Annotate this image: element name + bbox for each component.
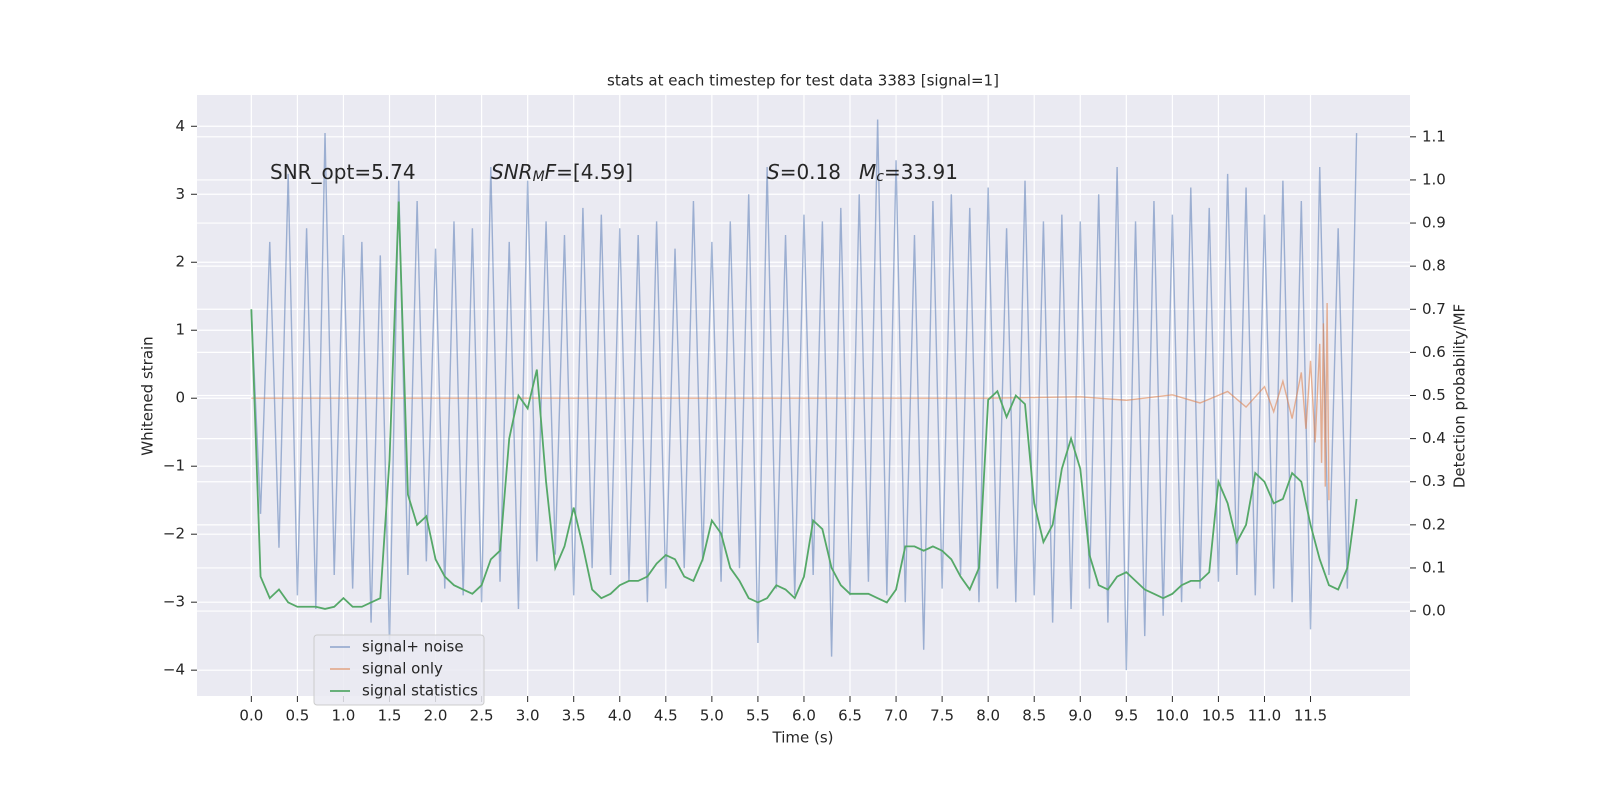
legend-label: signal statistics (362, 682, 478, 700)
legend-label: signal only (362, 660, 443, 678)
x-tick-label: 0.5 (285, 707, 309, 725)
x-tick-label: 3.0 (516, 707, 540, 725)
series-line (250, 201, 1358, 610)
annotation-part: =33.91 (884, 160, 958, 184)
x-tick-label: 8.5 (1022, 707, 1046, 725)
annotation-part: M (859, 160, 876, 184)
grid (197, 95, 1410, 696)
x-tick-label: 0.0 (239, 707, 263, 725)
y2-tick-label: 0.5 (1422, 386, 1446, 404)
annotation-part: =0.18 (780, 160, 841, 184)
annotation-part: SNR_opt=5.74 (270, 160, 416, 184)
y2-tick-label: 0.6 (1422, 343, 1446, 361)
x-tick-label: 3.5 (562, 707, 586, 725)
annotation: SNR_opt=5.74 (270, 160, 416, 184)
x-tick-label: 5.0 (700, 707, 724, 725)
x-tick-label: 4.0 (608, 707, 632, 725)
y-tick-label: −3 (163, 593, 185, 611)
x-tick-label: 1.5 (378, 707, 402, 725)
y-tick-label: 0 (175, 389, 185, 407)
y-tick-label: 4 (175, 117, 185, 135)
chart-title: stats at each timestep for test data 338… (607, 72, 999, 90)
x-tick-label: 7.5 (930, 707, 954, 725)
x-tick-label: 2.0 (424, 707, 448, 725)
x-tick-label: 11.5 (1294, 707, 1327, 725)
y2-tick-label: 0.7 (1422, 300, 1446, 318)
x-tick-label: 5.5 (746, 707, 770, 725)
y-tick-label: −4 (163, 661, 185, 679)
y2-tick-label: 0.2 (1422, 515, 1446, 533)
x-tick-label: 10.5 (1202, 707, 1235, 725)
y2-tick-label: 0.4 (1422, 429, 1446, 447)
x-tick-label: 4.5 (654, 707, 678, 725)
y2-tick-label: 0.9 (1422, 214, 1446, 232)
annotation: SNRMF=[4.59] (491, 160, 633, 186)
annotation: Mc=33.91 (859, 160, 958, 186)
y-tick-label: 1 (175, 321, 185, 339)
annotation: S=0.18 (767, 160, 841, 184)
y2-tick-label: 0.3 (1422, 472, 1446, 490)
y-tick-label: 2 (175, 253, 185, 271)
series-line (251, 303, 1330, 501)
x-axis-label: Time (s) (772, 729, 834, 747)
x-tick-label: 2.5 (470, 707, 494, 725)
y2-tick-label: 1.0 (1422, 170, 1446, 188)
x-tick-label: 9.5 (1114, 707, 1138, 725)
x-tick-label: 6.0 (792, 707, 816, 725)
annotation-part: F (545, 160, 557, 184)
annotation-part: SNR (491, 160, 533, 184)
series-line (250, 119, 1358, 671)
annotation-part: =[4.59] (556, 160, 633, 184)
y2-tick-label: 0.8 (1422, 257, 1446, 275)
x-tick-label: 6.5 (838, 707, 862, 725)
y-tick-label: −1 (163, 457, 185, 475)
y-axis-label: Whitened strain (139, 336, 157, 455)
legend-box (313, 634, 485, 706)
x-tick-label: 7.0 (884, 707, 908, 725)
annotation-part: M (533, 169, 545, 185)
y2-tick-label: 1.1 (1422, 127, 1446, 145)
annotation-part: S (767, 160, 780, 184)
x-tick-label: 9.0 (1068, 707, 1092, 725)
x-tick-label: 1.0 (332, 707, 356, 725)
y2-tick-label: 0.1 (1422, 558, 1446, 576)
y-tick-label: −2 (163, 525, 185, 543)
y2-tick-label: 0.0 (1422, 602, 1446, 620)
legend-label: signal+ noise (362, 638, 464, 656)
annotation-part: c (876, 169, 884, 185)
x-tick-label: 8.0 (976, 707, 1000, 725)
y2-axis-label: Detection probability/MF (1451, 304, 1469, 488)
x-tick-label: 10.0 (1156, 707, 1189, 725)
x-tick-label: 11.0 (1248, 707, 1281, 725)
y-tick-label: 3 (175, 185, 185, 203)
